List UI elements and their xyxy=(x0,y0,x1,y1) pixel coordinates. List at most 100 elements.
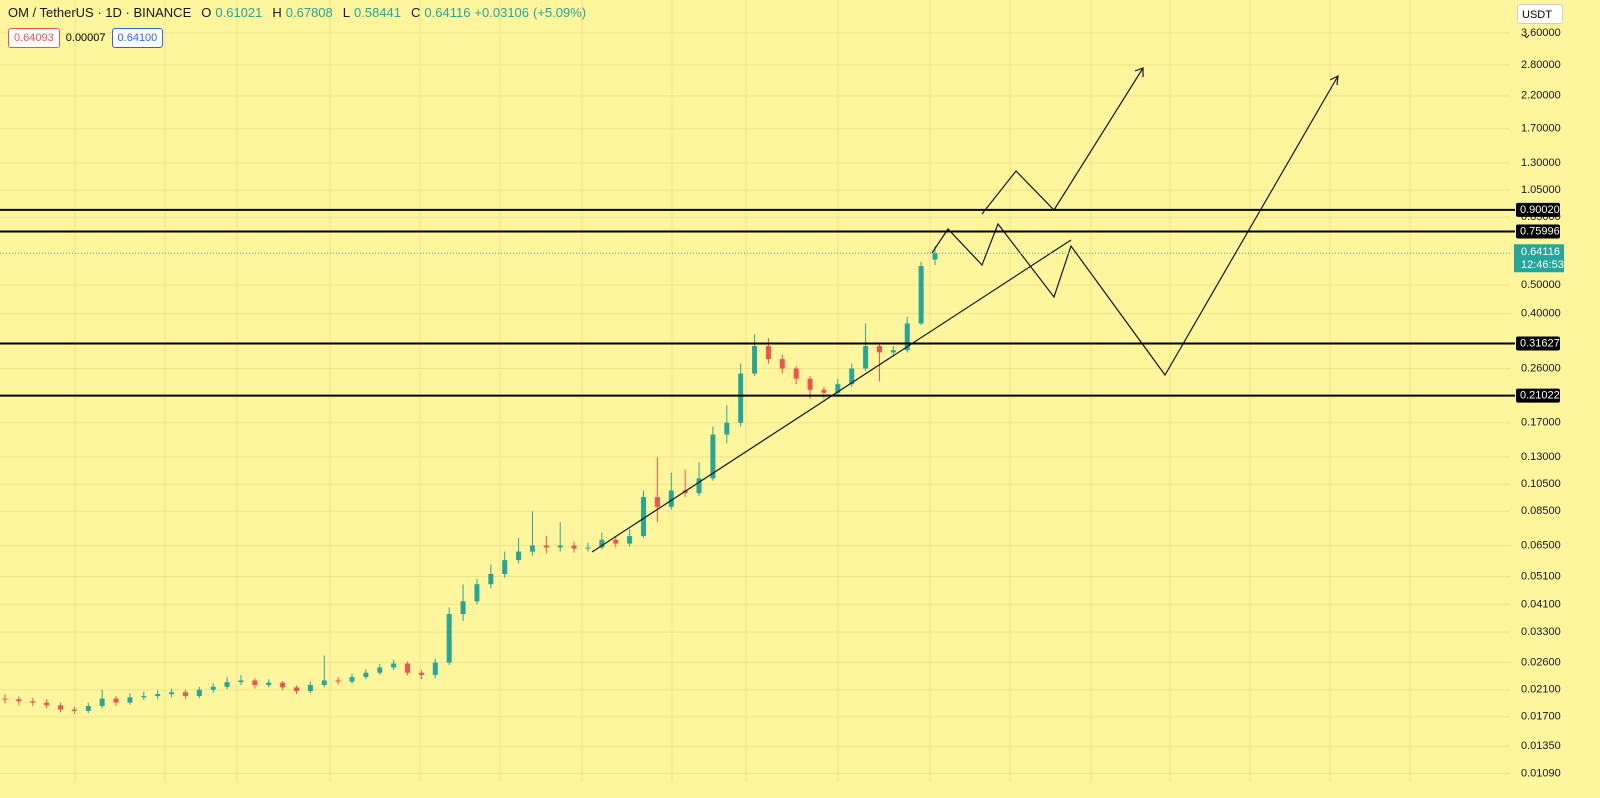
currency: USDT xyxy=(1522,9,1552,21)
candle-body xyxy=(85,705,91,711)
level-label: 0.90020 xyxy=(1520,204,1560,216)
y-tick-label: 0.50000 xyxy=(1521,279,1561,291)
candle-body xyxy=(99,698,105,706)
candle-body xyxy=(696,478,702,494)
y-tick-label: 0.17000 xyxy=(1521,417,1561,429)
candle-body xyxy=(876,346,882,353)
arrow-head xyxy=(1329,74,1339,86)
candle-body xyxy=(266,682,272,686)
candle-body xyxy=(752,346,758,374)
candle-body xyxy=(363,672,369,678)
candle-body xyxy=(835,384,841,393)
candle-body xyxy=(44,702,50,706)
candle-body xyxy=(446,614,452,663)
projection-path xyxy=(981,67,1144,215)
candle-body xyxy=(71,709,77,711)
candle-body xyxy=(474,584,480,602)
y-tick-label: 0.08500 xyxy=(1521,505,1561,517)
y-tick-label: 1.05000 xyxy=(1521,184,1561,196)
candle-body xyxy=(30,701,36,703)
currency-select[interactable]: USDT ⌄ xyxy=(1517,4,1563,41)
symbol[interactable]: OM / TetherUS · 1D · BINANCE xyxy=(8,5,192,20)
y-tick-label: 2.20000 xyxy=(1521,90,1561,102)
ohlc-key: C xyxy=(411,5,421,20)
candle-body xyxy=(557,545,563,548)
level-label: 0.21022 xyxy=(1520,390,1560,402)
candle-body xyxy=(543,545,549,548)
quotes: 0.64093 0.00007 0.64100 xyxy=(8,28,164,48)
y-tick-label: 0.05100 xyxy=(1521,570,1561,582)
candle-body xyxy=(127,697,133,703)
candle-body xyxy=(349,677,355,682)
candle-body xyxy=(516,551,522,561)
ohlc-value: 0.67808 xyxy=(285,5,333,20)
y-tick-label: 0.02100 xyxy=(1521,684,1561,696)
countdown: 12:46:53 xyxy=(1521,259,1564,271)
candle-body xyxy=(16,699,22,702)
candle-body xyxy=(155,694,161,697)
candle-body xyxy=(529,545,535,552)
candle-body xyxy=(58,705,64,710)
y-tick-label: 0.13000 xyxy=(1521,451,1561,463)
candle-body xyxy=(182,692,188,697)
candle-body xyxy=(932,253,938,260)
ohlc-value: 0.61021 xyxy=(215,5,263,20)
candle-body xyxy=(724,422,730,435)
level-label: 0.75996 xyxy=(1520,225,1560,237)
candle-body xyxy=(113,698,119,703)
projection-path xyxy=(931,75,1339,377)
candle-body xyxy=(405,663,411,673)
y-tick-label: 0.04100 xyxy=(1521,598,1561,610)
candle-body xyxy=(280,682,286,688)
last-price-box xyxy=(1514,244,1564,273)
candle-body xyxy=(599,539,605,548)
candle-body xyxy=(307,685,313,692)
candle-body xyxy=(863,346,869,369)
candle-body xyxy=(224,682,230,687)
ohlc-key: L xyxy=(342,5,350,20)
y-tick-label: 0.01350 xyxy=(1521,740,1561,752)
candle-body xyxy=(627,536,633,544)
drawings xyxy=(591,67,1339,553)
candle-body xyxy=(849,368,855,385)
y-tick-label: 1.30000 xyxy=(1521,157,1561,169)
y-tick-label: 3.60000 xyxy=(1521,27,1561,39)
ohlc-key: H xyxy=(272,5,282,20)
candle-body xyxy=(252,680,258,686)
candle-body xyxy=(641,497,647,537)
candle-body xyxy=(904,323,910,351)
y-tick-label: 1.70000 xyxy=(1521,123,1561,135)
level-label: 0.31627 xyxy=(1520,337,1560,349)
candle-body xyxy=(488,574,494,585)
candle-body xyxy=(821,389,827,393)
bid[interactable]: 0.64093 xyxy=(8,28,60,48)
candle-body xyxy=(391,663,397,668)
level-label-box xyxy=(1516,388,1560,403)
candle-body xyxy=(654,497,660,507)
candle-body xyxy=(141,696,147,698)
candle-body xyxy=(418,672,424,675)
candle-body xyxy=(335,680,341,682)
candle-body xyxy=(738,373,744,423)
ohlc-value: 0.58441 xyxy=(354,5,401,20)
y-tick-label: 0.02600 xyxy=(1521,656,1561,668)
candle-body xyxy=(210,686,216,690)
last-price-label: 0.64116 xyxy=(1521,246,1560,258)
level-label-box xyxy=(1516,202,1560,217)
level-label-box xyxy=(1516,336,1560,351)
change: +0.03106 xyxy=(474,5,530,20)
candle-body xyxy=(196,689,202,697)
candle-body xyxy=(293,687,299,692)
candle-body xyxy=(765,346,771,360)
change-percent: (+5.09%) xyxy=(533,5,587,20)
spread: 0.00007 xyxy=(65,32,106,44)
y-tick-label: 0.26000 xyxy=(1521,362,1561,374)
y-tick-label: 2.80000 xyxy=(1521,59,1561,71)
ask[interactable]: 0.64100 xyxy=(111,28,164,48)
ohlc-value: 0.64116 xyxy=(424,5,471,20)
candle-body xyxy=(432,662,438,675)
candle-body xyxy=(2,698,8,700)
